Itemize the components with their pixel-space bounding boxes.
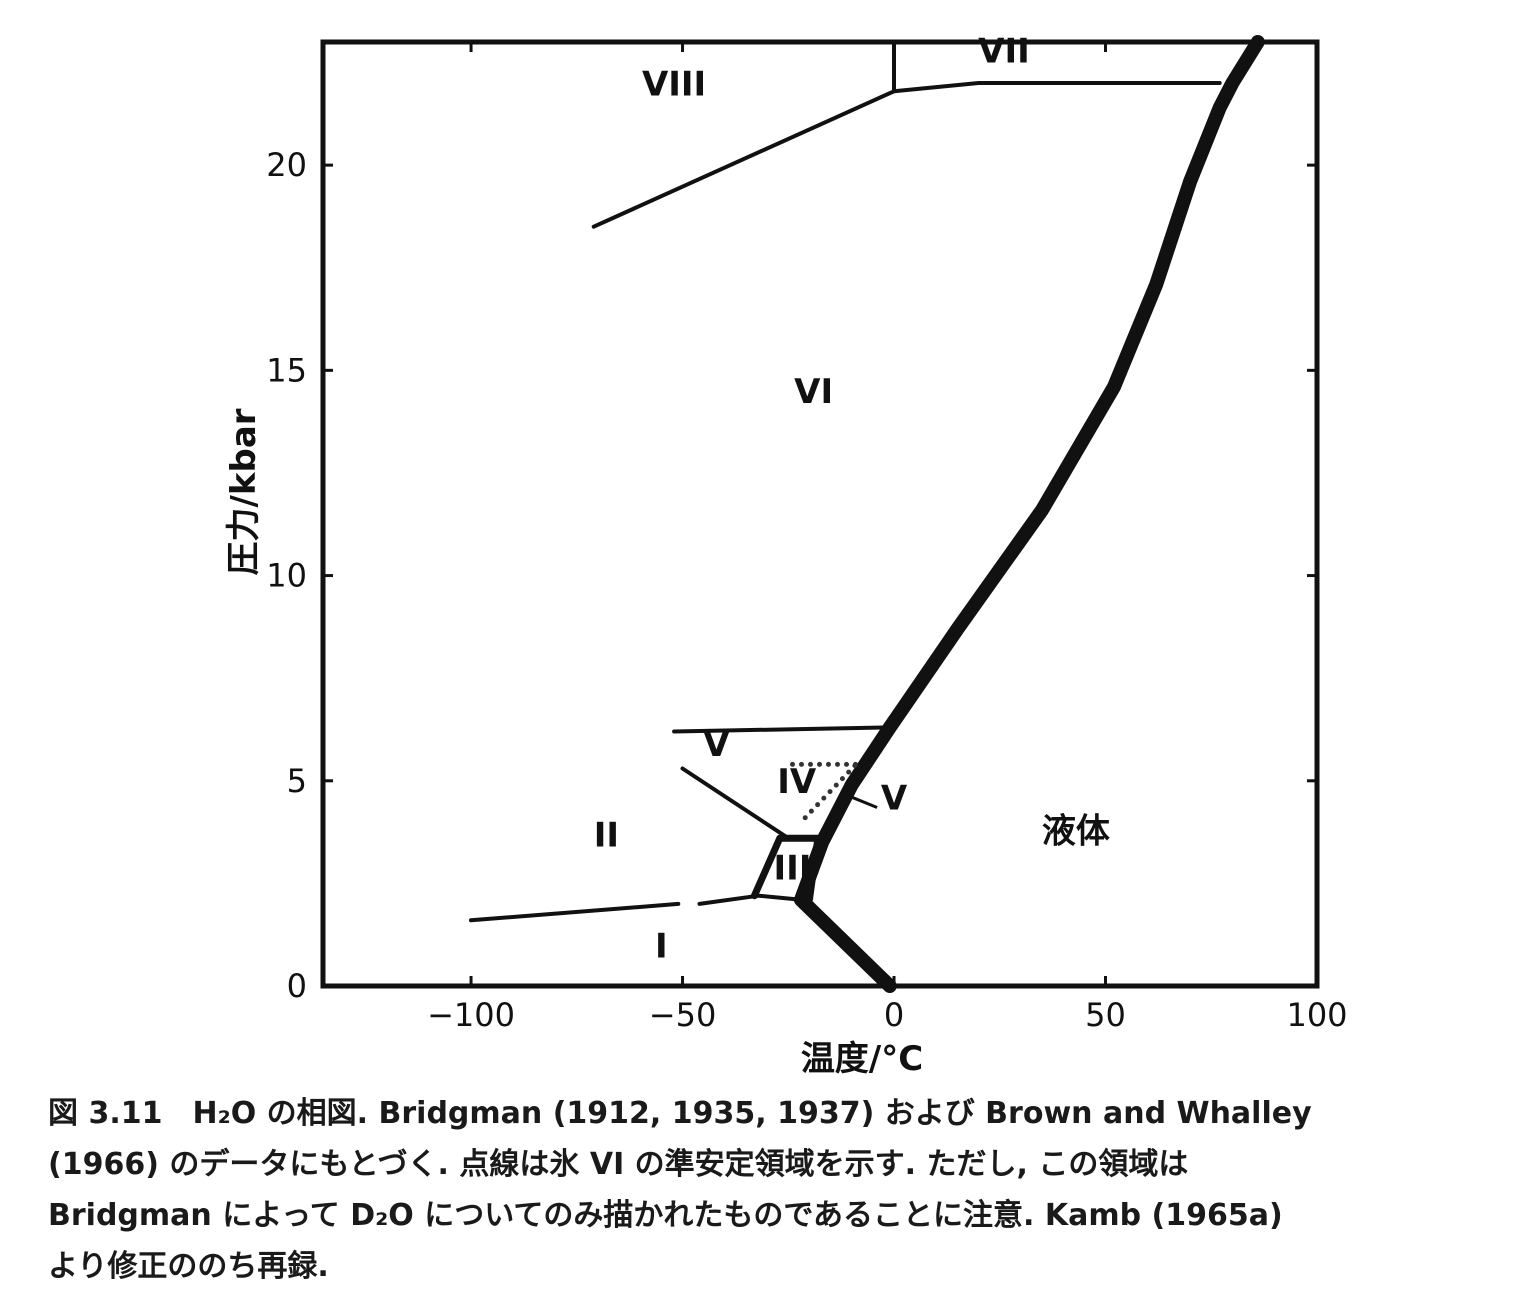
phase-boundary-line <box>697 893 803 906</box>
figure-caption: 図 3.11 H₂O の相図. Bridgman (1912, 1935, 19… <box>48 1088 1498 1292</box>
x-axis-label: 温度/°C <box>801 1039 923 1079</box>
phase-label: III <box>774 848 812 888</box>
phase-label: V <box>881 779 908 819</box>
y-tick-label: 20 <box>266 146 307 184</box>
leader-line <box>851 795 878 809</box>
phase-label: II <box>594 815 619 855</box>
caption-line: 図 3.11 H₂O の相図. Bridgman (1912, 1935, 19… <box>48 1096 1312 1131</box>
phase-label: VI <box>794 372 833 412</box>
phase-label: IV <box>777 762 817 802</box>
phase-boundary-line <box>672 725 892 734</box>
phase-label: I <box>655 926 668 966</box>
x-tick-label: 100 <box>1286 996 1347 1034</box>
phase-boundary-line <box>591 81 1222 229</box>
y-tick-label: 0 <box>287 967 307 1005</box>
y-tick-label: 15 <box>266 351 307 389</box>
x-tick-label: −50 <box>649 996 717 1034</box>
x-tick-label: 50 <box>1085 996 1126 1034</box>
phase-boundary-line <box>469 901 681 923</box>
phase-label: VII <box>978 32 1030 72</box>
melting-curve-line <box>794 35 1265 993</box>
metastable-dotted-line <box>802 761 859 821</box>
caption-line: より修正ののち再録. <box>48 1249 329 1284</box>
caption-line: (1966) のデータにもとづく. 点線は氷 VI の準安定領域を示す. ただし… <box>48 1147 1189 1182</box>
y-tick-label: 5 <box>287 762 307 800</box>
phase-boundary-line <box>750 834 822 904</box>
phase-label: V <box>703 725 730 765</box>
x-tick-label: −100 <box>427 996 515 1034</box>
caption-line: Bridgman によって D₂O についてのみ描かれたものであることに注意. … <box>48 1198 1283 1233</box>
y-axis-label: 圧力/kbar <box>224 408 264 575</box>
y-tick-label: 10 <box>266 557 307 595</box>
chart-marks <box>323 35 1319 993</box>
phase-boundary-line <box>680 766 791 841</box>
plot-frame <box>320 39 1320 989</box>
phase-label: VIII <box>642 64 706 104</box>
x-tick-label: 0 <box>884 996 904 1034</box>
phase-label: 液体 <box>1042 811 1110 851</box>
